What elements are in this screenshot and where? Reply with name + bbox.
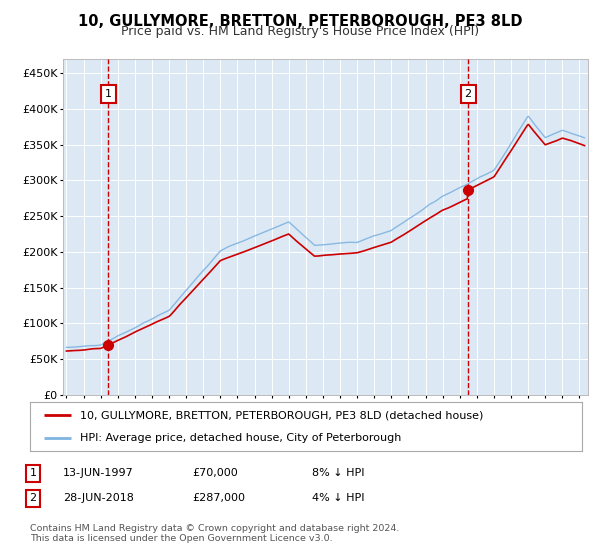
Text: 8% ↓ HPI: 8% ↓ HPI bbox=[312, 468, 365, 478]
Text: 10, GULLYMORE, BRETTON, PETERBOROUGH, PE3 8LD: 10, GULLYMORE, BRETTON, PETERBOROUGH, PE… bbox=[78, 14, 522, 29]
Text: 28-JUN-2018: 28-JUN-2018 bbox=[63, 493, 134, 503]
Text: 1: 1 bbox=[29, 468, 37, 478]
Text: 2: 2 bbox=[29, 493, 37, 503]
Text: £70,000: £70,000 bbox=[192, 468, 238, 478]
Text: Contains HM Land Registry data © Crown copyright and database right 2024.
This d: Contains HM Land Registry data © Crown c… bbox=[30, 524, 400, 543]
Text: 10, GULLYMORE, BRETTON, PETERBOROUGH, PE3 8LD (detached house): 10, GULLYMORE, BRETTON, PETERBOROUGH, PE… bbox=[80, 410, 483, 421]
Text: 4% ↓ HPI: 4% ↓ HPI bbox=[312, 493, 365, 503]
Text: 2: 2 bbox=[464, 89, 472, 99]
Text: 13-JUN-1997: 13-JUN-1997 bbox=[63, 468, 134, 478]
Text: 1: 1 bbox=[105, 89, 112, 99]
Text: HPI: Average price, detached house, City of Peterborough: HPI: Average price, detached house, City… bbox=[80, 433, 401, 443]
Text: £287,000: £287,000 bbox=[192, 493, 245, 503]
Text: Price paid vs. HM Land Registry's House Price Index (HPI): Price paid vs. HM Land Registry's House … bbox=[121, 25, 479, 38]
